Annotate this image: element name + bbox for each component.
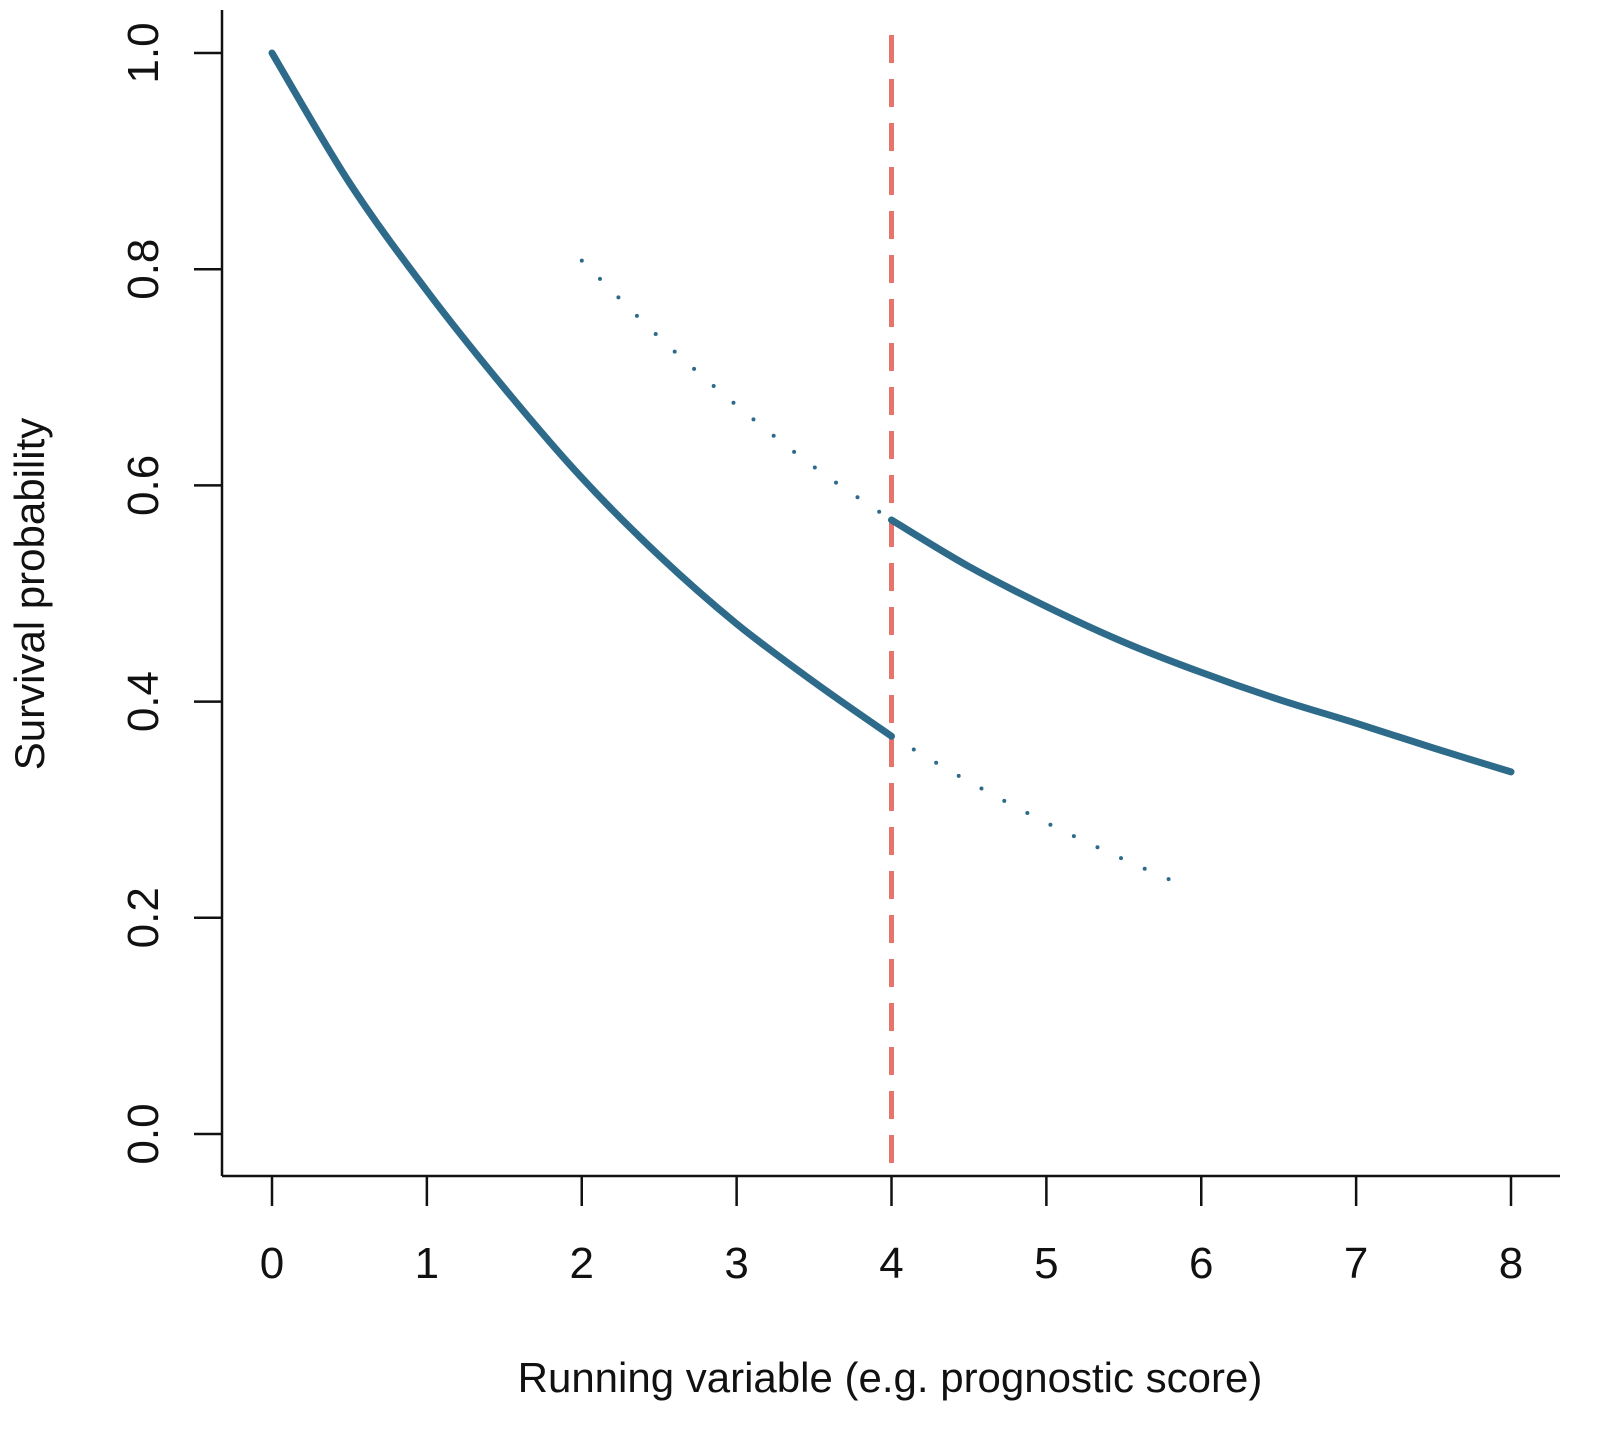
x-tick-label-1: 1 [415, 1239, 439, 1288]
x-tick-label-0: 0 [260, 1239, 284, 1288]
x-tick-label-4: 4 [879, 1239, 903, 1288]
series-above-threshold [888, 516, 1515, 776]
x-tick-label-5: 5 [1034, 1239, 1058, 1288]
y-tick-label-0.8: 0.8 [119, 239, 168, 300]
y-tick-label-0.4: 0.4 [119, 671, 168, 732]
x-tick-label-7: 7 [1344, 1239, 1368, 1288]
x-axis-title: Running variable (e.g. prognostic score) [518, 1354, 1263, 1401]
x-tick-label-2: 2 [570, 1239, 594, 1288]
series-below-threshold [268, 49, 895, 740]
x-tick-label-6: 6 [1189, 1239, 1213, 1288]
series-counterfactual-lower [889, 734, 1188, 889]
series-layer [268, 35, 1515, 1176]
x-tick-label-8: 8 [1499, 1239, 1523, 1288]
y-tick-label-0: 0.0 [119, 1103, 168, 1164]
series-counterfactual-upper [579, 258, 894, 522]
labels: Running variable (e.g. prognostic score)… [6, 418, 1262, 1401]
axes: 0 1 2 3 4 5 6 7 8 0.0 0.2 0.4 0.6 0.8 1.0 [119, 10, 1560, 1288]
y-tick-label-0.2: 0.2 [119, 887, 168, 948]
x-tick-label-3: 3 [724, 1239, 748, 1288]
y-tick-label-1: 1.0 [119, 22, 168, 83]
y-tick-label-0.6: 0.6 [119, 455, 168, 516]
y-axis-title: Survival probability [6, 418, 53, 771]
